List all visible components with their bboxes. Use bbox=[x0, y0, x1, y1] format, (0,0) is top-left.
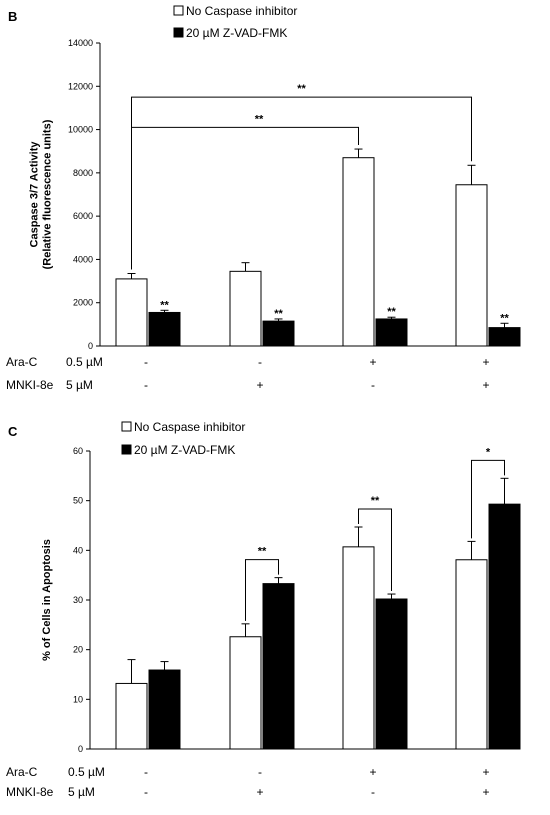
condition-mark: + bbox=[256, 785, 263, 799]
condition-dose: 0.5 µM bbox=[68, 765, 105, 779]
legend-label: 20 µM Z-VAD-FMK bbox=[186, 26, 287, 40]
significance-mark: * bbox=[486, 446, 491, 458]
condition-dose: 5 µM bbox=[68, 785, 95, 799]
y-tick-label: 6000 bbox=[73, 211, 93, 221]
condition-mark: - bbox=[258, 765, 262, 779]
condition-mark: - bbox=[258, 355, 262, 369]
y-axis-label: % of Cells in Apoptosis bbox=[41, 539, 53, 661]
condition-mark: - bbox=[371, 378, 375, 392]
significance-bracket bbox=[131, 96, 472, 270]
y-axis-label: (Relative fluorescence units) bbox=[42, 119, 54, 269]
condition-name: Ara-C bbox=[6, 765, 38, 779]
y-axis-label: Caspase 3/7 Activity bbox=[29, 141, 41, 248]
condition-mark: + bbox=[369, 765, 376, 779]
y-tick-label: 0 bbox=[78, 744, 83, 754]
condition-mark: - bbox=[371, 785, 375, 799]
significance-mark: ** bbox=[387, 306, 396, 318]
bar-no-inhibitor bbox=[342, 157, 375, 347]
condition-mark: + bbox=[256, 378, 263, 392]
y-tick-label: 30 bbox=[73, 595, 83, 605]
legend-swatch bbox=[173, 27, 184, 38]
significance-bracket bbox=[358, 508, 392, 592]
significance-mark: ** bbox=[297, 83, 306, 95]
bar-no-inhibitor bbox=[455, 559, 488, 750]
bar-no-inhibitor bbox=[229, 636, 262, 750]
condition-mark: + bbox=[482, 785, 489, 799]
legend-label: 20 µM Z-VAD-FMK bbox=[134, 443, 235, 457]
condition-name: Ara-C bbox=[6, 355, 38, 369]
condition-mark: + bbox=[482, 355, 489, 369]
condition-mark: - bbox=[144, 785, 148, 799]
y-tick-label: 0 bbox=[88, 341, 93, 351]
significance-bracket bbox=[131, 126, 359, 270]
bar-no-inhibitor bbox=[455, 184, 488, 347]
legend-swatch bbox=[121, 421, 132, 432]
condition-name: MNKI-8e bbox=[6, 785, 54, 799]
condition-mark: + bbox=[369, 355, 376, 369]
bar-zvad bbox=[148, 669, 181, 750]
panel-letter-C: C bbox=[8, 424, 18, 439]
condition-dose: 0.5 µM bbox=[66, 355, 103, 369]
bar-zvad bbox=[375, 318, 408, 347]
y-tick-label: 12000 bbox=[68, 81, 93, 91]
bar-zvad bbox=[375, 598, 408, 750]
significance-mark: ** bbox=[255, 113, 264, 125]
significance-mark: ** bbox=[160, 299, 169, 311]
bar-zvad bbox=[488, 503, 521, 750]
bar-zvad bbox=[262, 583, 295, 750]
bar-no-inhibitor bbox=[229, 270, 262, 347]
significance-mark: ** bbox=[274, 308, 283, 320]
significance-mark: ** bbox=[371, 495, 380, 507]
condition-mark: + bbox=[482, 765, 489, 779]
bar-no-inhibitor bbox=[115, 278, 148, 347]
y-tick-label: 20 bbox=[73, 645, 83, 655]
condition-dose: 5 µM bbox=[66, 378, 93, 392]
legend-label: No Caspase inhibitor bbox=[186, 4, 297, 18]
y-tick-label: 10 bbox=[73, 694, 83, 704]
significance-bracket bbox=[471, 459, 505, 539]
y-tick-label: 50 bbox=[73, 496, 83, 506]
y-tick-label: 14000 bbox=[68, 38, 93, 48]
legend-swatch bbox=[173, 5, 184, 16]
condition-mark: - bbox=[144, 355, 148, 369]
significance-mark: ** bbox=[500, 312, 509, 324]
condition-name: MNKI-8e bbox=[6, 378, 54, 392]
condition-mark: - bbox=[144, 765, 148, 779]
y-tick-label: 2000 bbox=[73, 298, 93, 308]
y-tick-label: 10000 bbox=[68, 125, 93, 135]
bar-zvad bbox=[148, 311, 181, 347]
bar-zvad bbox=[262, 320, 295, 347]
bar-no-inhibitor bbox=[115, 682, 148, 750]
condition-mark: - bbox=[144, 378, 148, 392]
significance-mark: ** bbox=[258, 546, 267, 558]
significance-bracket bbox=[245, 559, 279, 621]
y-tick-label: 40 bbox=[73, 545, 83, 555]
panel-letter-B: B bbox=[8, 9, 17, 24]
y-tick-label: 4000 bbox=[73, 254, 93, 264]
legend-label: No Caspase inhibitor bbox=[134, 420, 245, 434]
bar-zvad bbox=[488, 327, 521, 347]
bar-no-inhibitor bbox=[342, 546, 375, 750]
legend-swatch bbox=[121, 444, 132, 455]
y-tick-label: 60 bbox=[73, 446, 83, 456]
y-tick-label: 8000 bbox=[73, 168, 93, 178]
condition-mark: + bbox=[482, 378, 489, 392]
